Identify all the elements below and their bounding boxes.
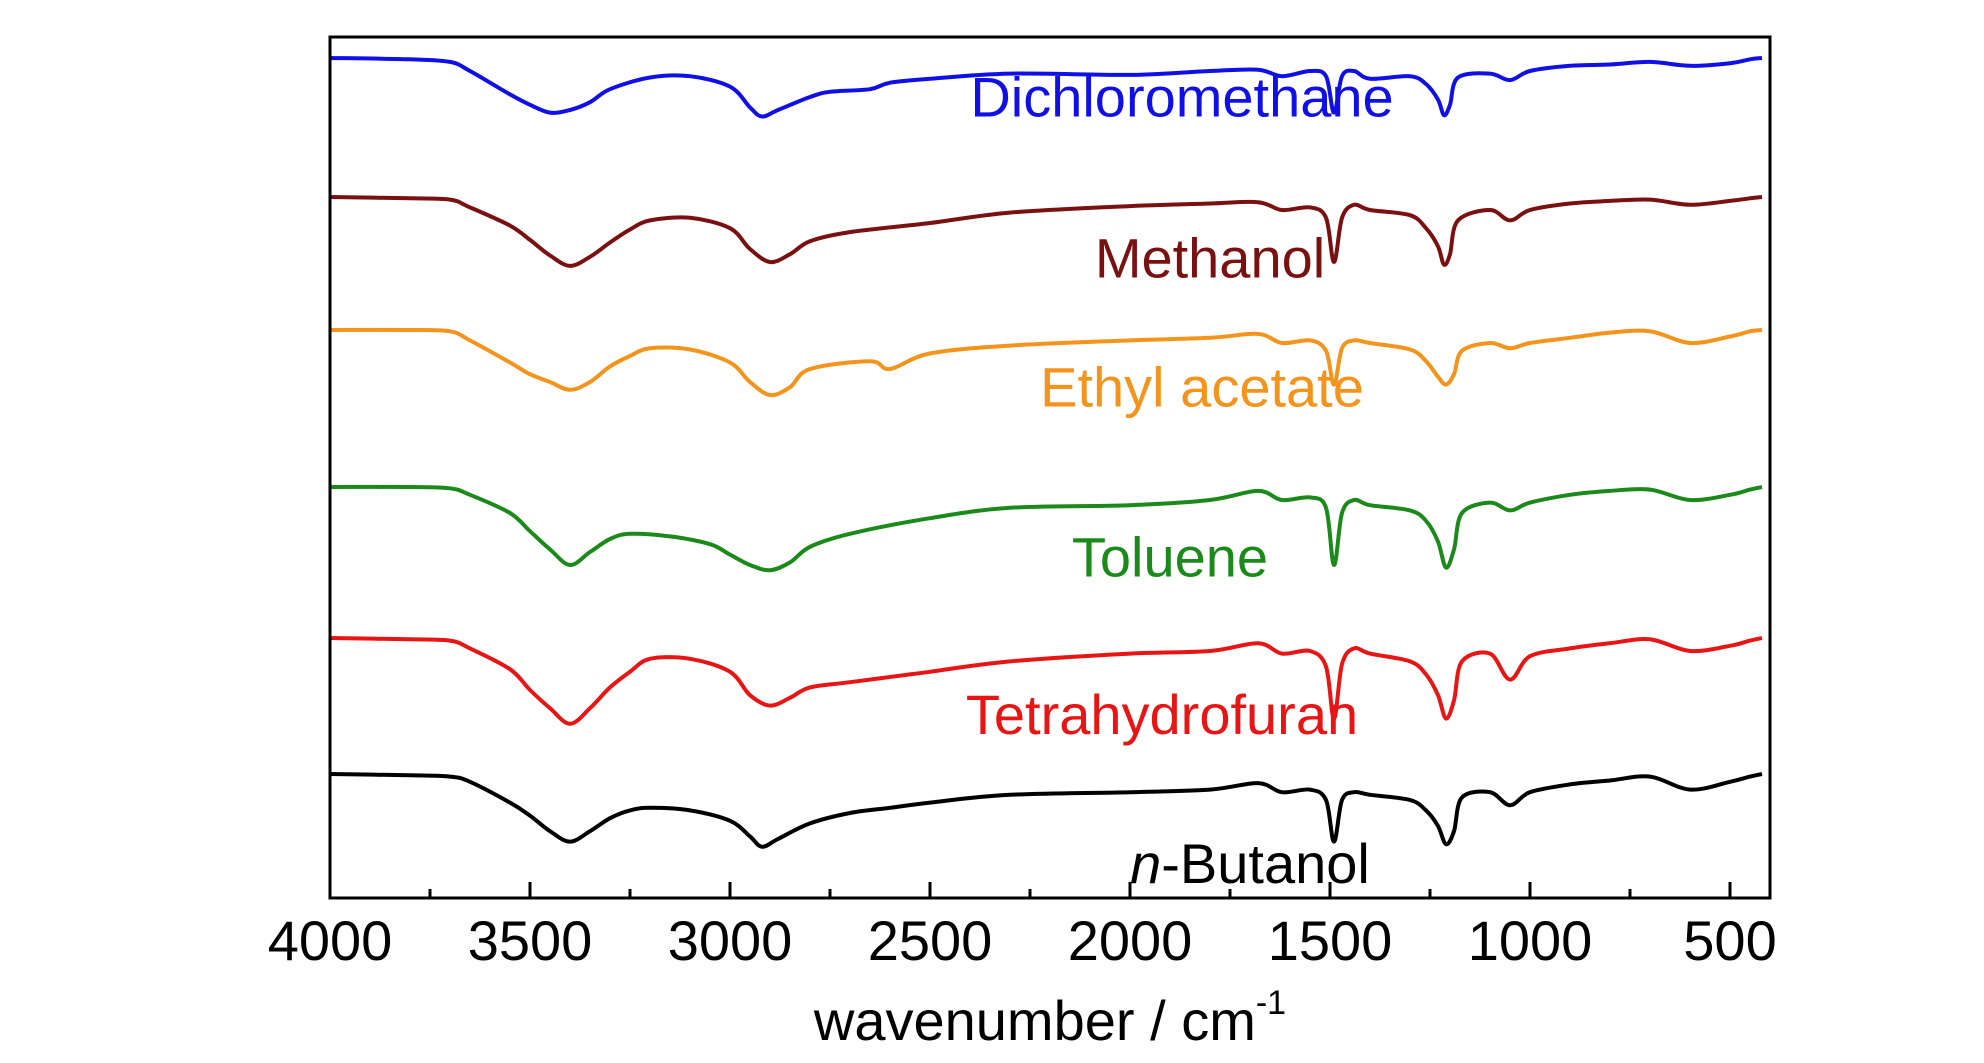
series-label-ethyl-acetate: Ethyl acetate (1040, 356, 1364, 419)
series-line-dichloromethane (329, 56, 1763, 119)
series-label-dichloromethane: Dichloromethane (970, 65, 1393, 128)
x-tick-label-500: 500 (1683, 909, 1776, 972)
series-layer (329, 56, 1763, 849)
x-tick-label-4000: 4000 (268, 909, 393, 972)
series-label-tetrahydrofuran: Tetrahydrofuran (966, 683, 1358, 746)
series-line-toluene (329, 484, 1763, 573)
series-label-layer: Dichloromethane Methanol Ethyl acetate Tolu… (966, 65, 1394, 895)
x-tick-label-2000: 2000 (1068, 909, 1193, 972)
x-tick-label-1500: 1500 (1268, 909, 1393, 972)
series-line-methanol (329, 195, 1763, 268)
series-line-n-butanol (329, 772, 1763, 849)
x-axis-title: wavenumber / cm-1 (813, 984, 1286, 1052)
series-label-n-butanol: n-Butanol (1130, 832, 1370, 895)
x-axis-ticks: 4000 3500 3000 2500 2000 1500 1000 500 (268, 882, 1777, 972)
series-line-ethyl-acetate (329, 327, 1763, 398)
series-line-tetrahydrofuran (329, 636, 1763, 726)
x-tick-label-3000: 3000 (668, 909, 793, 972)
x-tick-label-2500: 2500 (868, 909, 993, 972)
plot-frame (328, 35, 1772, 900)
series-label-toluene: Toluene (1072, 526, 1268, 589)
x-tick-label-1000: 1000 (1468, 909, 1593, 972)
x-axis-title-superscript: -1 (1256, 984, 1286, 1022)
x-tick-label-3500: 3500 (468, 909, 593, 972)
series-label-methanol: Methanol (1095, 226, 1325, 289)
x-axis-title-text: wavenumber / cm (813, 989, 1256, 1052)
